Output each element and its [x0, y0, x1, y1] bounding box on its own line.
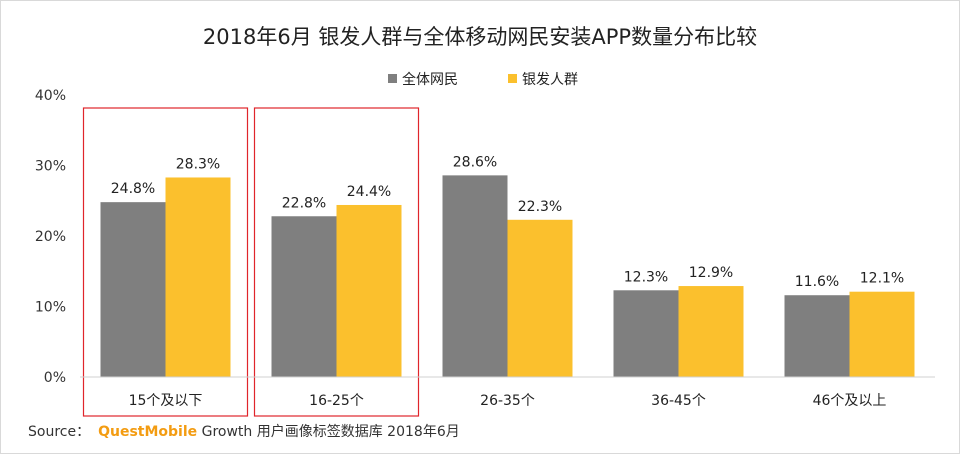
legend-label: 银发人群 [522, 72, 578, 88]
bar [613, 290, 679, 377]
x-tick-label: 26-35个 [480, 393, 535, 409]
data-label: 24.8% [111, 181, 155, 197]
data-label: 11.6% [795, 274, 839, 290]
y-axis: 0% 10% 20% 30% 40% [35, 88, 66, 386]
y-tick-label: 40% [35, 88, 66, 104]
chart-title: 2018年6月 银发人群与全体移动网民安装APP数量分布比较 [203, 25, 757, 49]
x-tick-label: 15个及以下 [129, 393, 203, 409]
data-label: 12.1% [860, 271, 904, 287]
source-note: Source： QuestMobile Growth 用户画像标签数据库 2018… [28, 421, 460, 441]
source-label: Source： [28, 424, 91, 440]
highlight-boxes [82, 107, 420, 417]
bars [100, 175, 915, 377]
legend-label: 全体网民 [402, 71, 458, 88]
y-tick-label: 30% [35, 159, 66, 175]
y-tick-label: 20% [35, 229, 66, 245]
y-tick-label: 10% [35, 300, 66, 316]
legend-swatch [508, 74, 517, 83]
x-axis: 15个及以下 16-25个 26-35个 36-45个 46个及以上 [80, 376, 935, 409]
bar [271, 216, 337, 377]
bar [849, 291, 915, 377]
highlight-box [253, 107, 420, 417]
data-label: 12.9% [689, 265, 733, 281]
source-brand: QuestMobile [98, 424, 198, 440]
x-tick-label: 16-25个 [309, 393, 364, 409]
y-tick-label: 0% [44, 370, 66, 386]
data-label: 28.6% [453, 154, 497, 170]
legend: 全体网民 银发人群 [388, 71, 578, 88]
bar [678, 286, 744, 377]
x-tick-label: 36-45个 [651, 393, 706, 409]
data-label: 24.4% [347, 184, 391, 200]
highlight-box [82, 107, 249, 417]
bar [507, 219, 573, 377]
bar [100, 202, 166, 377]
data-label: 12.3% [624, 269, 668, 285]
bar [165, 177, 231, 377]
bar [336, 204, 402, 377]
x-tick-label: 46个及以上 [813, 393, 887, 409]
bar [442, 175, 508, 377]
source-text: Growth 用户画像标签数据库 2018年6月 [201, 424, 460, 440]
data-label: 22.8% [282, 195, 326, 211]
legend-swatch [388, 74, 397, 83]
value-labels: 24.8% 28.3% 22.8% 24.4% 28.6% 22.3% 12.3% 12.9%… [111, 154, 904, 290]
data-label: 28.3% [176, 156, 220, 172]
data-label: 22.3% [518, 199, 562, 215]
bar [784, 295, 850, 377]
